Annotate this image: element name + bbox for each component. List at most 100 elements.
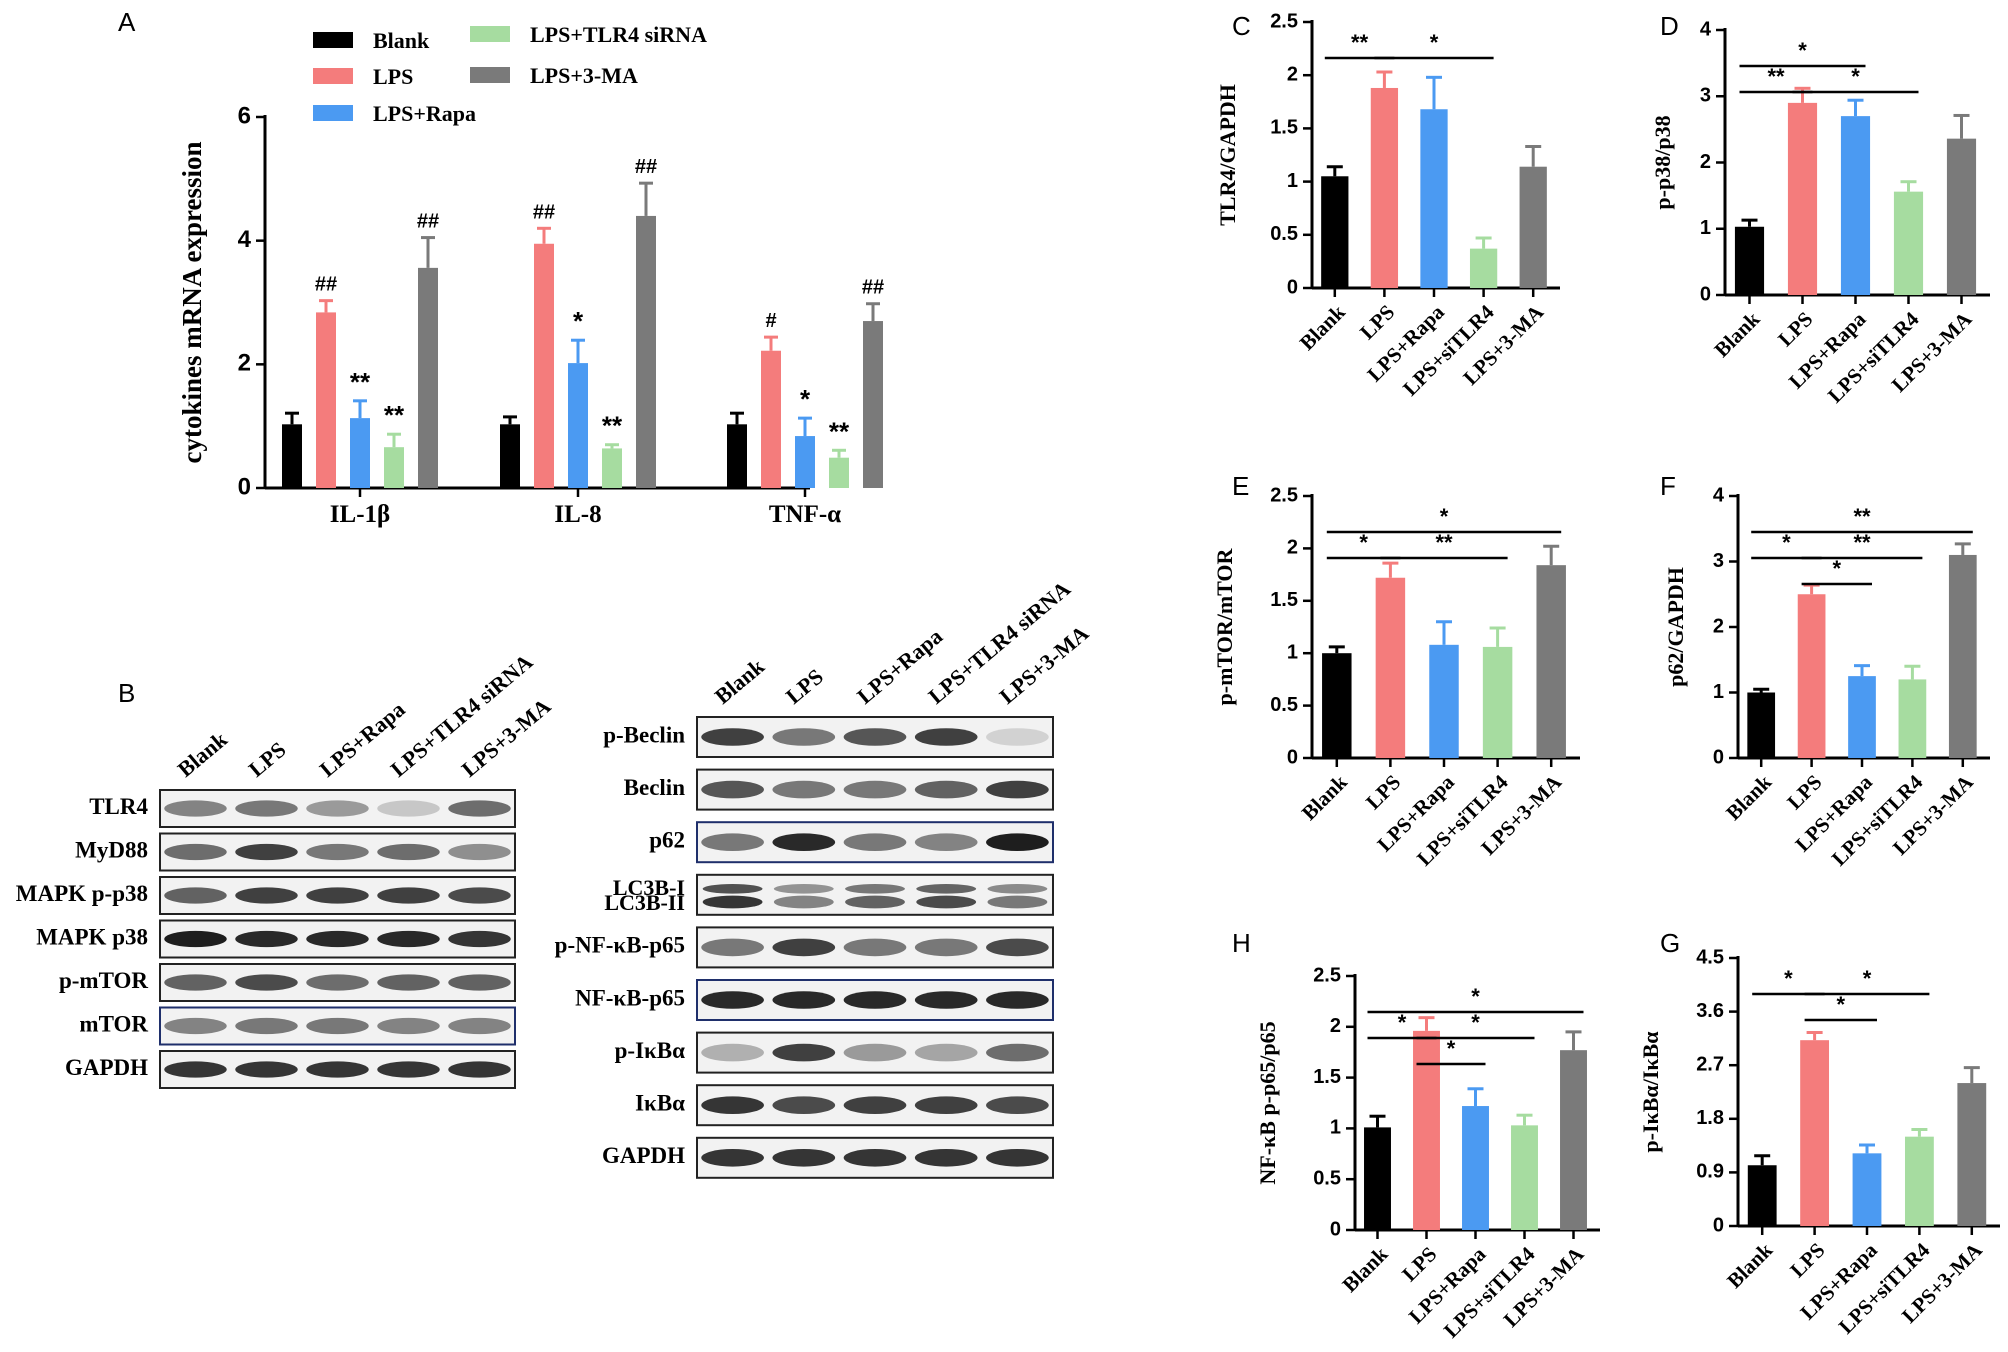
bar	[863, 321, 883, 488]
blot-band	[914, 991, 978, 1009]
bar	[1848, 676, 1876, 758]
y-tick-label: 3	[1713, 550, 1724, 572]
y-tick-label: 1.5	[1270, 589, 1298, 611]
bar	[1519, 166, 1547, 288]
panel-label-f: F	[1660, 471, 1676, 501]
blot-band	[843, 991, 907, 1009]
blot-row-label: NF-κB-p65	[575, 985, 685, 1010]
blot-band	[845, 884, 905, 894]
blot-band	[235, 887, 298, 904]
lane-label: LPS	[781, 664, 828, 709]
blot-band	[377, 974, 440, 991]
blot-row-label: Beclin	[624, 775, 686, 800]
blot-band	[306, 887, 369, 904]
significance-mark: ##	[315, 274, 337, 296]
blot-band	[377, 887, 440, 904]
blot-row-label: GAPDH	[602, 1143, 685, 1168]
bar	[1536, 565, 1566, 758]
y-tick-label: 0	[1330, 1218, 1341, 1240]
blot-band	[772, 780, 836, 799]
bar	[602, 448, 622, 488]
blot-band	[448, 887, 511, 904]
blot-band	[986, 728, 1049, 746]
panel-label-c: C	[1232, 11, 1251, 41]
bar	[1420, 109, 1448, 288]
y-tick-label: 4	[1713, 484, 1725, 506]
x-category-label: Blank	[1295, 300, 1350, 355]
significance-mark: **	[829, 416, 850, 446]
y-axis-title: p-mTOR/mTOR	[1212, 547, 1237, 705]
bar	[418, 267, 438, 488]
legend-label: LPS+Rapa	[373, 101, 476, 126]
blot-band	[843, 1096, 907, 1114]
panel-label-g: G	[1660, 928, 1680, 958]
y-tick-label: 1	[1713, 681, 1724, 703]
significance-mark: *	[800, 384, 811, 414]
panel-label-b: B	[118, 678, 135, 708]
significance-label: *	[1359, 530, 1368, 555]
y-tick-label: 0	[238, 473, 251, 500]
blot-row-label: p-IκBα	[615, 1038, 686, 1063]
significance-mark: **	[384, 400, 405, 430]
bar	[534, 243, 554, 488]
y-tick-label: 6	[238, 102, 251, 129]
x-category-label: LPS	[1773, 307, 1817, 351]
y-tick-label: 3.6	[1696, 1000, 1724, 1022]
significance-label: **	[1767, 64, 1785, 89]
y-tick-label: 0	[1700, 283, 1711, 305]
bar	[1904, 1136, 1934, 1226]
x-category-label: LPS	[1361, 770, 1405, 814]
x-category-label: IL-1β	[330, 501, 390, 528]
blot-band	[914, 1096, 978, 1114]
blot-band	[164, 1017, 227, 1035]
blot-band	[448, 843, 511, 861]
blot-band	[772, 833, 836, 851]
significance-label: *	[1447, 1036, 1456, 1061]
y-tick-label: 2	[1330, 1015, 1341, 1037]
lane-label: Blank	[710, 653, 770, 709]
y-tick-label: 0	[1713, 1214, 1724, 1236]
bar	[1364, 1127, 1391, 1230]
bar	[1429, 644, 1459, 758]
blot-band	[845, 895, 905, 909]
blot-row-label: MAPK p-p38	[16, 881, 148, 906]
bar	[1322, 653, 1352, 758]
significance-mark: ##	[635, 156, 657, 178]
y-tick-label: 2.5	[1313, 964, 1341, 986]
blot-band	[164, 1061, 227, 1078]
y-axis-title: p-p38/p38	[1650, 115, 1675, 209]
bar	[1375, 577, 1406, 758]
bar	[1893, 191, 1924, 295]
y-tick-label: 0.5	[1270, 223, 1298, 245]
blot-band	[914, 780, 978, 799]
blot-band	[914, 1149, 978, 1167]
significance-label: *	[1471, 1010, 1480, 1035]
bar	[1370, 87, 1399, 288]
y-tick-label: 0	[1287, 276, 1298, 298]
blot-band	[235, 843, 298, 861]
blot-band	[306, 843, 369, 861]
y-tick-label: 2.5	[1270, 10, 1298, 32]
bar	[1482, 646, 1513, 758]
y-axis-title: NF-κB p-p65/p65	[1255, 1021, 1280, 1184]
bar	[568, 363, 588, 488]
blot-row-label: GAPDH	[65, 1055, 148, 1080]
blot-band	[986, 780, 1049, 799]
bar	[350, 418, 370, 488]
y-tick-label: 2.7	[1696, 1053, 1724, 1075]
bar	[1560, 1050, 1587, 1230]
significance-mark: ##	[862, 277, 884, 299]
blot-band	[701, 1096, 764, 1114]
x-category-label: LPS	[1782, 770, 1826, 814]
blot-band	[448, 800, 511, 817]
blot-row-label: mTOR	[79, 1011, 148, 1036]
blot-band	[306, 800, 369, 817]
significance-mark: **	[602, 411, 623, 441]
significance-label: *	[1851, 64, 1860, 89]
blot-band	[914, 938, 978, 957]
blot-band	[448, 974, 511, 991]
significance-label: *	[1837, 992, 1846, 1017]
blot-band	[772, 991, 836, 1009]
